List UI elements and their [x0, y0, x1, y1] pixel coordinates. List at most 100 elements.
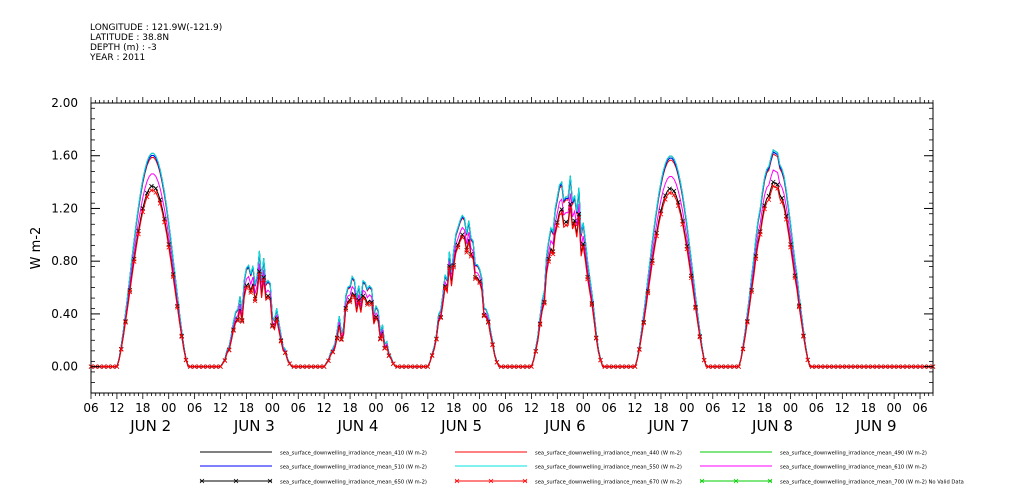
legend-marker	[454, 478, 460, 484]
y-tick-label: 1.20	[51, 201, 78, 215]
x-tick-label: 18	[239, 401, 254, 415]
series-marker	[809, 364, 815, 369]
y-tick-label: 0.80	[51, 254, 78, 268]
series-marker	[131, 259, 137, 264]
x-tick-label: 12	[420, 401, 435, 415]
series-marker	[317, 364, 323, 369]
series-marker	[580, 244, 586, 249]
series-marker	[805, 357, 811, 363]
series-marker	[464, 250, 469, 255]
x-tick-label: 18	[446, 401, 461, 415]
series-marker	[822, 364, 828, 369]
series-marker	[369, 301, 374, 307]
series-marker	[386, 353, 392, 359]
series-marker	[865, 364, 871, 369]
series-marker	[356, 297, 361, 303]
series-marker	[343, 307, 349, 312]
series-marker	[688, 275, 694, 281]
series-marker	[585, 276, 590, 282]
series-marker	[788, 244, 793, 250]
series-marker	[356, 299, 361, 305]
series-marker	[136, 231, 141, 237]
series-line	[91, 181, 933, 368]
x-day-label: JUN 5	[440, 417, 482, 435]
x-tick-label: 18	[135, 401, 150, 415]
series-marker	[395, 364, 400, 369]
series-marker	[732, 364, 737, 369]
x-tick-label: 00	[265, 401, 280, 415]
series-marker	[295, 364, 301, 369]
series-marker	[403, 364, 409, 369]
series-marker	[550, 251, 556, 257]
series-marker	[852, 364, 858, 369]
series-marker	[494, 360, 500, 365]
x-tick-label: 00	[886, 401, 901, 415]
legend-marker	[767, 478, 773, 484]
legend-marker	[733, 478, 739, 484]
series-marker	[827, 364, 832, 369]
series-marker	[848, 364, 854, 369]
x-tick-label: 18	[342, 401, 357, 415]
series-marker	[710, 364, 716, 369]
series-marker	[576, 211, 582, 217]
series-marker	[421, 364, 426, 369]
y-tick-label: 0.00	[51, 360, 78, 374]
series-marker	[175, 305, 180, 310]
series-marker	[261, 277, 267, 283]
series-marker	[330, 349, 336, 355]
x-tick-label: 06	[187, 401, 202, 415]
legend-entry: sea_surface_downwelling_irradiance_mean_…	[280, 480, 427, 486]
series-marker	[360, 293, 366, 299]
series-marker	[213, 364, 219, 369]
series-marker	[334, 336, 340, 341]
series-marker	[602, 364, 608, 369]
y-axis-label: W m-2	[29, 227, 44, 270]
series-line	[91, 149, 933, 368]
series-marker	[291, 364, 297, 369]
series-marker	[360, 295, 366, 301]
series-line	[91, 153, 933, 368]
header-latitude: LATITUDE : 38.8N	[90, 33, 170, 43]
series-marker	[706, 364, 711, 369]
series-marker	[770, 183, 776, 189]
series-marker	[840, 364, 845, 369]
series-marker	[641, 320, 646, 326]
series-marker	[533, 349, 539, 354]
series-marker	[140, 209, 146, 215]
y-tick-label: 2.00	[51, 96, 78, 110]
series-marker	[153, 186, 159, 191]
series-marker	[451, 264, 456, 270]
series-marker	[563, 222, 569, 228]
series-marker	[352, 292, 357, 298]
series-marker	[188, 364, 193, 369]
x-tick-label: 12	[627, 401, 642, 415]
series-marker	[438, 315, 444, 321]
series-marker	[891, 364, 897, 369]
series-marker	[101, 364, 107, 369]
x-tick-label: 06	[83, 401, 98, 415]
series-marker	[701, 357, 707, 363]
series-marker	[270, 324, 275, 329]
series-marker	[555, 223, 560, 228]
series-marker	[667, 186, 672, 192]
series-marker	[412, 364, 418, 369]
x-tick-label: 06	[394, 401, 409, 415]
x-tick-label: 18	[757, 401, 772, 415]
series-marker	[192, 364, 197, 369]
series-marker	[857, 364, 862, 369]
series-marker	[684, 246, 690, 252]
legend-marker	[699, 478, 705, 484]
series-marker	[645, 290, 651, 296]
series-marker	[222, 358, 228, 363]
series-marker	[529, 364, 534, 369]
series-marker	[818, 364, 824, 369]
series-marker	[149, 183, 154, 189]
series-marker	[200, 364, 206, 369]
x-tick-label: 06	[809, 401, 824, 415]
series-marker	[801, 334, 806, 339]
header-depth: DEPTH (m) : -3	[90, 43, 157, 53]
series-marker	[425, 364, 431, 369]
series-marker	[231, 328, 236, 333]
x-tick-label: 00	[783, 401, 798, 415]
